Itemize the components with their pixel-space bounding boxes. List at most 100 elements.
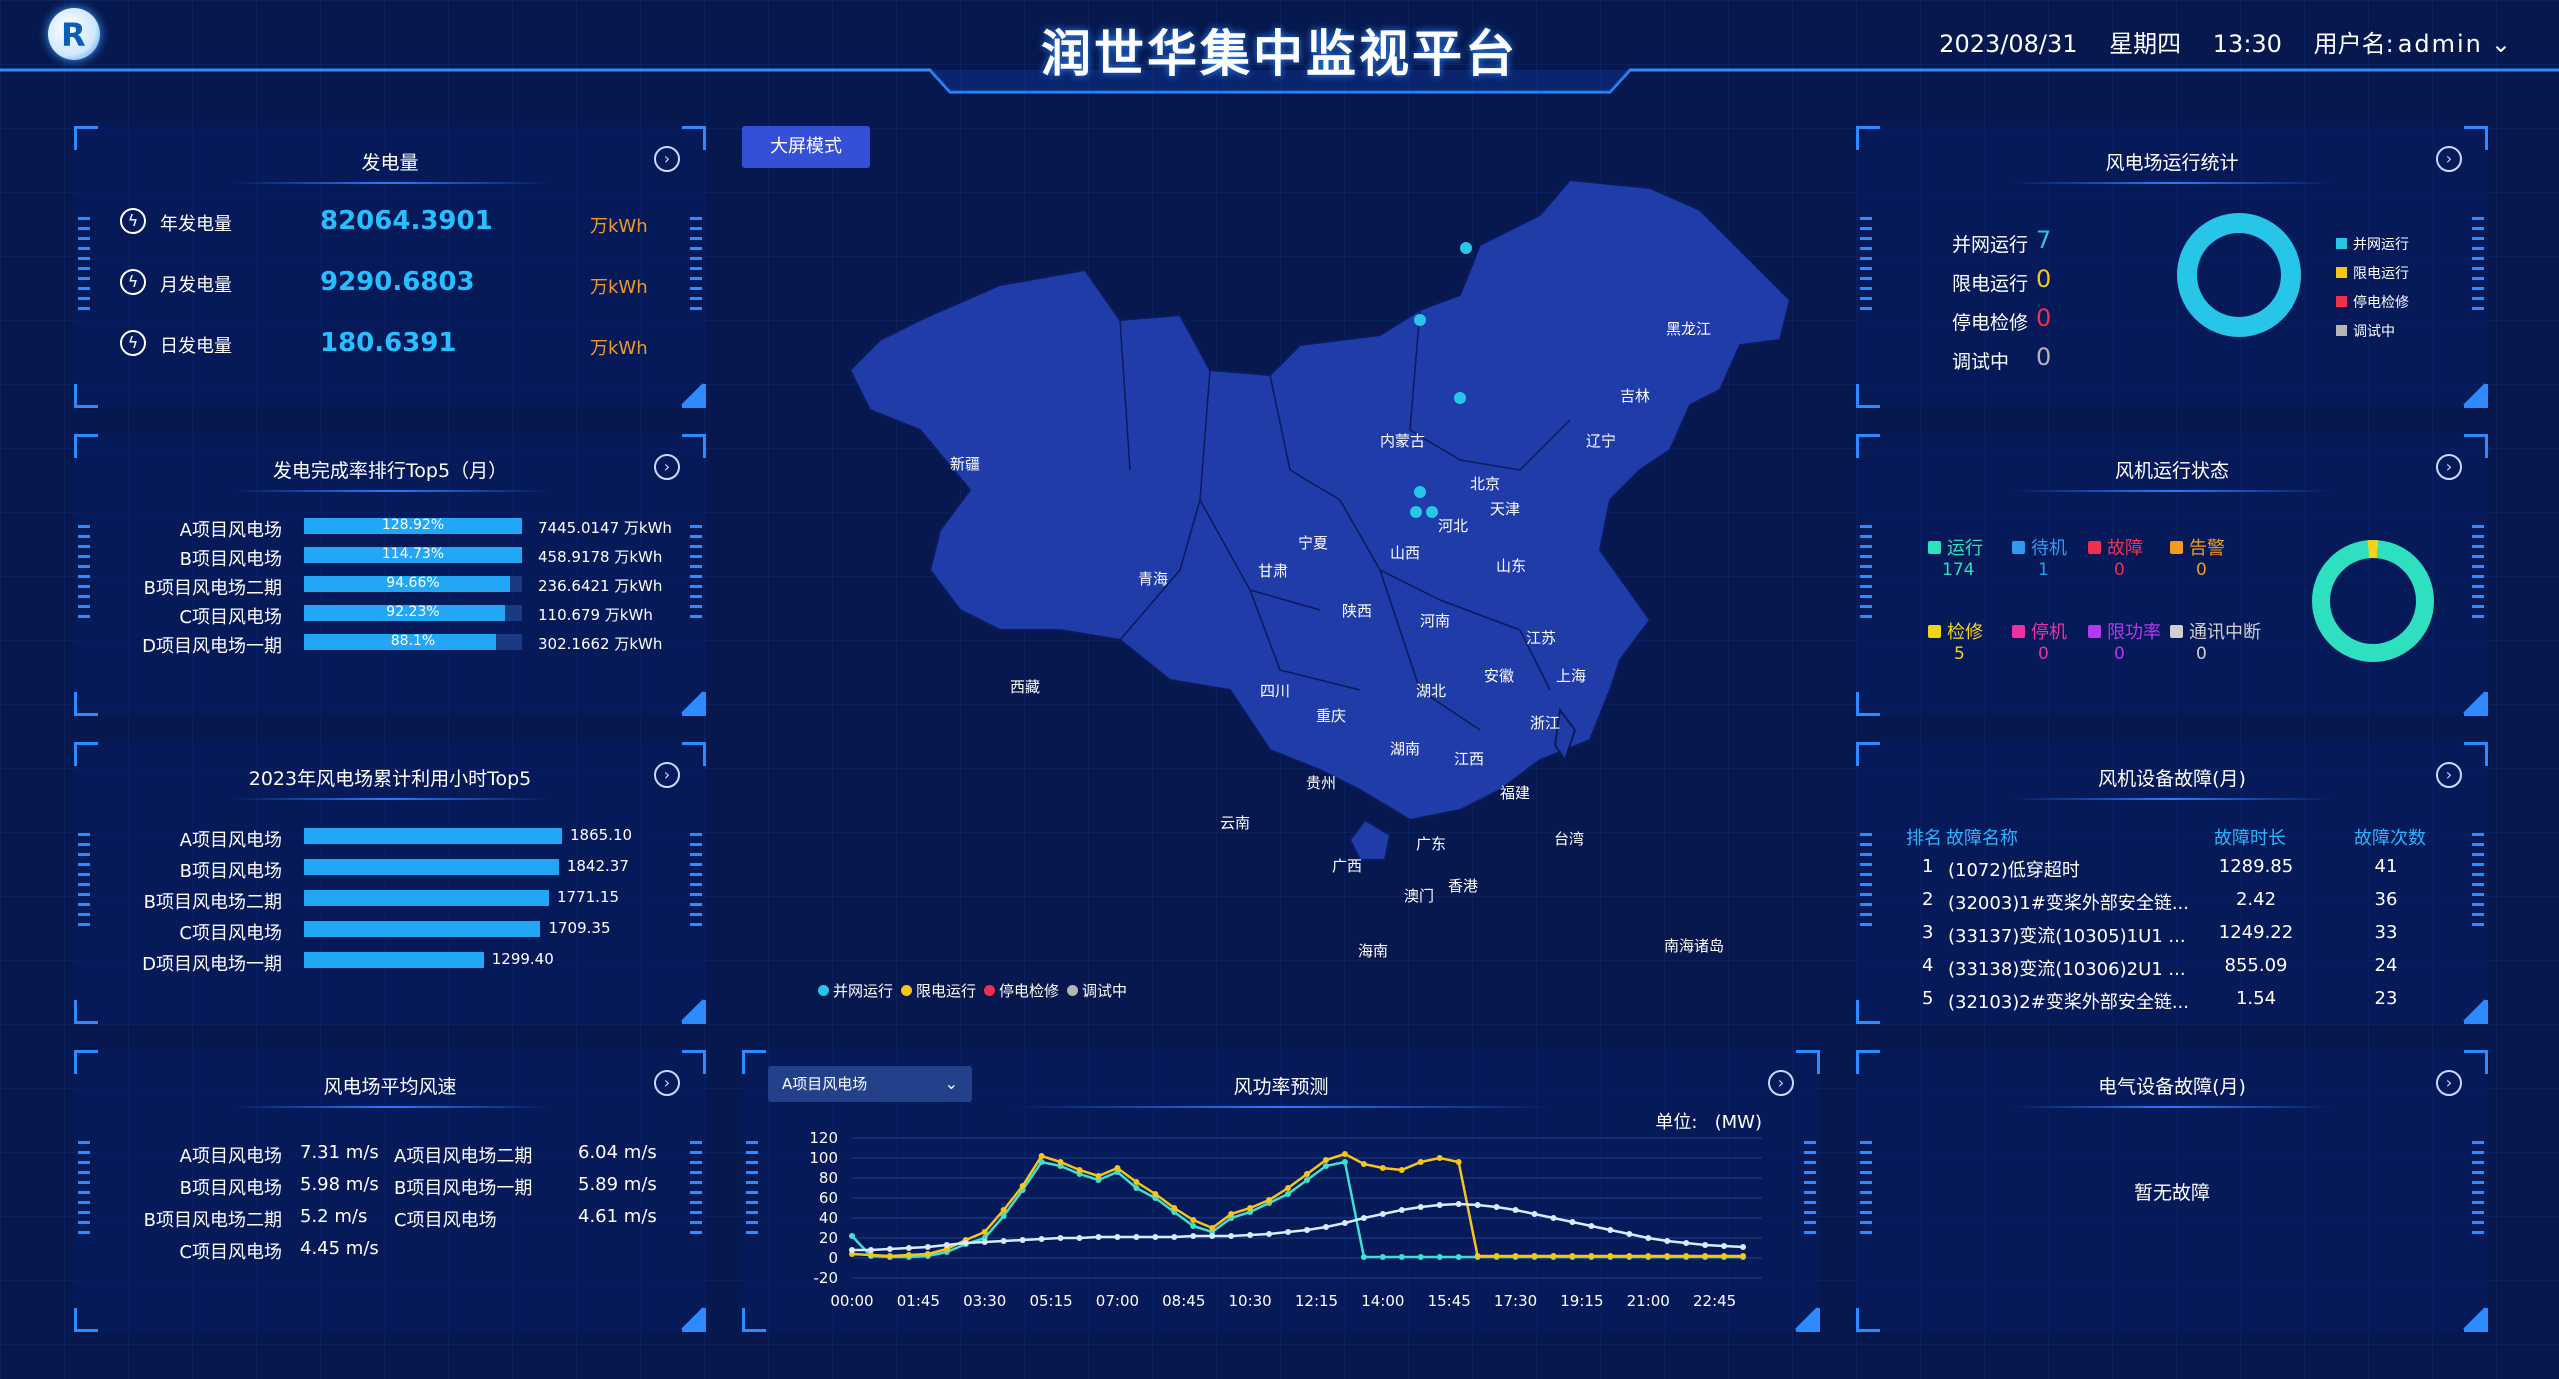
farm-marker[interactable] xyxy=(1414,314,1426,326)
province-label[interactable]: 天津 xyxy=(1490,500,1521,518)
generation-more-icon[interactable]: › xyxy=(654,146,680,172)
province-label[interactable]: 山西 xyxy=(1390,544,1421,562)
series-point xyxy=(1512,1253,1519,1259)
province-label[interactable]: 新疆 xyxy=(950,455,981,473)
province-label[interactable]: 内蒙古 xyxy=(1380,432,1426,450)
legend-dot-icon xyxy=(1067,985,1079,996)
series-point xyxy=(1740,1244,1747,1250)
forecast-more-icon[interactable]: › xyxy=(1768,1070,1794,1096)
completion-pct: 92.23% xyxy=(386,604,440,620)
turbine-status-item[interactable]: 检修 5 xyxy=(1928,618,2028,664)
china-map[interactable] xyxy=(820,170,1800,1000)
province-label[interactable]: 江西 xyxy=(1454,750,1485,768)
gen-label: 月发电量 xyxy=(160,275,232,296)
province-label[interactable]: 四川 xyxy=(1260,682,1291,700)
province-label[interactable]: 云南 xyxy=(1220,814,1251,832)
province-label[interactable]: 广西 xyxy=(1332,857,1363,875)
farm-marker[interactable] xyxy=(1460,242,1472,254)
province-label[interactable]: 南海诸岛 xyxy=(1664,937,1725,955)
province-label[interactable]: 广东 xyxy=(1416,835,1447,853)
header-info: 2023/08/31 星期四 13:30 用户名: admin ⌄ xyxy=(1915,24,2511,59)
province-label[interactable]: 湖南 xyxy=(1390,740,1421,758)
province-label[interactable]: 香港 xyxy=(1448,877,1479,895)
province-label[interactable]: 辽宁 xyxy=(1586,432,1617,450)
farm-legend-item[interactable]: 调试中 xyxy=(2336,321,2409,341)
farm-legend-item[interactable]: 并网运行 xyxy=(2336,234,2409,254)
wind-farm-speed: 6.04 m/s xyxy=(578,1142,657,1163)
farm-legend-item[interactable]: 停电检修 xyxy=(2336,292,2409,312)
province-label[interactable]: 贵州 xyxy=(1306,774,1337,792)
province-label[interactable]: 浙江 xyxy=(1530,714,1561,732)
farm-stats-more-icon[interactable]: › xyxy=(2436,146,2462,172)
province-label[interactable]: 湖北 xyxy=(1416,682,1447,700)
province-label[interactable]: 山东 xyxy=(1496,557,1527,575)
turbine-status-more-icon[interactable]: › xyxy=(2436,454,2462,480)
series-point xyxy=(1322,1163,1329,1169)
map-legend-item[interactable]: 调试中 xyxy=(1067,982,1127,1000)
province-label[interactable]: 西藏 xyxy=(1010,678,1041,696)
province-label[interactable]: 北京 xyxy=(1470,475,1501,493)
series-point xyxy=(1190,1233,1197,1239)
province-label[interactable]: 河北 xyxy=(1438,517,1469,535)
series-point xyxy=(1247,1232,1254,1238)
turbine-status-item[interactable]: 告警 0 xyxy=(2170,534,2270,580)
farm-marker[interactable] xyxy=(1426,506,1438,518)
farm-marker[interactable] xyxy=(1414,486,1426,498)
completion-more-icon[interactable]: › xyxy=(654,454,680,480)
table-row[interactable]: 1 (1072)低穿超时 1289.85 41 xyxy=(1856,856,2488,886)
turbine-status-item[interactable]: 故障 0 xyxy=(2088,534,2188,580)
series-point xyxy=(1190,1223,1197,1229)
province-label[interactable]: 台湾 xyxy=(1554,830,1585,848)
map-legend-item[interactable]: 停电检修 xyxy=(984,982,1059,1000)
electrical-more-icon[interactable]: › xyxy=(2436,1070,2462,1096)
province-label[interactable]: 甘肃 xyxy=(1258,562,1289,580)
province-label[interactable]: 青海 xyxy=(1138,570,1169,588)
faults-more-icon[interactable]: › xyxy=(2436,762,2462,788)
series-point xyxy=(981,1239,988,1245)
series-point xyxy=(886,1253,893,1259)
province-label[interactable]: 海南 xyxy=(1358,942,1389,960)
table-row[interactable]: 2 (32003)1#变桨外部安全链... 2.42 36 xyxy=(1856,889,2488,919)
status-square-icon xyxy=(2088,541,2101,554)
wind-farm-speed: 5.2 m/s xyxy=(300,1206,368,1227)
province-label[interactable]: 黑龙江 xyxy=(1666,320,1712,338)
x-tick-label: 22:45 xyxy=(1693,1292,1736,1310)
province-label[interactable]: 江苏 xyxy=(1526,629,1557,647)
series-point xyxy=(1076,1167,1083,1173)
series-point xyxy=(1398,1207,1405,1213)
electrical-empty-text: 暂无故障 xyxy=(2133,1182,2210,1204)
hours-more-icon[interactable]: › xyxy=(654,762,680,788)
turbine-status-item[interactable]: 通讯中断 0 xyxy=(2170,618,2270,664)
turbine-status-value: 0 xyxy=(2114,560,2125,580)
big-screen-mode-button[interactable]: 大屏模式 xyxy=(742,126,870,168)
province-label[interactable]: 福建 xyxy=(1500,784,1531,802)
farm-legend-item[interactable]: 限电运行 xyxy=(2336,263,2409,283)
turbine-status-item[interactable]: 限功率 0 xyxy=(2088,618,2188,664)
province-label[interactable]: 上海 xyxy=(1556,667,1587,685)
province-label[interactable]: 吉林 xyxy=(1620,387,1651,405)
fault-name: (1072)低穿超时 xyxy=(1948,860,2080,881)
province-label[interactable]: 宁夏 xyxy=(1298,534,1329,552)
province-label[interactable]: 安徽 xyxy=(1484,667,1515,685)
turbine-status-item[interactable]: 停机 0 xyxy=(2012,618,2112,664)
completion-value: 236.6421 万kWh xyxy=(538,577,663,595)
farm-marker[interactable] xyxy=(1410,506,1422,518)
user-menu[interactable]: 用户名: admin ⌄ xyxy=(2314,30,2511,58)
table-row[interactable]: 4 (33138)变流(10306)2U1 ... 855.09 24 xyxy=(1856,955,2488,985)
province-label[interactable]: 澳门 xyxy=(1404,887,1435,905)
map-legend-item[interactable]: 限电运行 xyxy=(901,982,976,1000)
wind-speed-more-icon[interactable]: › xyxy=(654,1070,680,1096)
farm-marker[interactable] xyxy=(1454,392,1466,404)
province-label[interactable]: 陕西 xyxy=(1342,602,1373,620)
header: R 润世华集中监视平台 2023/08/31 星期四 13:30 用户名: adm… xyxy=(0,0,2559,96)
table-row[interactable]: 5 (32103)2#变桨外部安全链... 1.54 23 xyxy=(1856,988,2488,1018)
turbine-status-item[interactable]: 待机 1 xyxy=(2012,534,2112,580)
series-point xyxy=(1000,1238,1007,1244)
table-row[interactable]: 3 (33137)变流(10305)1U1 ... 1249.22 33 xyxy=(1856,922,2488,952)
province-label[interactable]: 重庆 xyxy=(1316,707,1347,725)
series-point xyxy=(1285,1185,1292,1191)
province-label[interactable]: 河南 xyxy=(1420,612,1451,630)
map-legend-item[interactable]: 并网运行 xyxy=(818,982,893,1000)
farm-select[interactable]: A项目风电场 ⌄ xyxy=(768,1066,972,1102)
turbine-status-item[interactable]: 运行 174 xyxy=(1928,534,2028,580)
